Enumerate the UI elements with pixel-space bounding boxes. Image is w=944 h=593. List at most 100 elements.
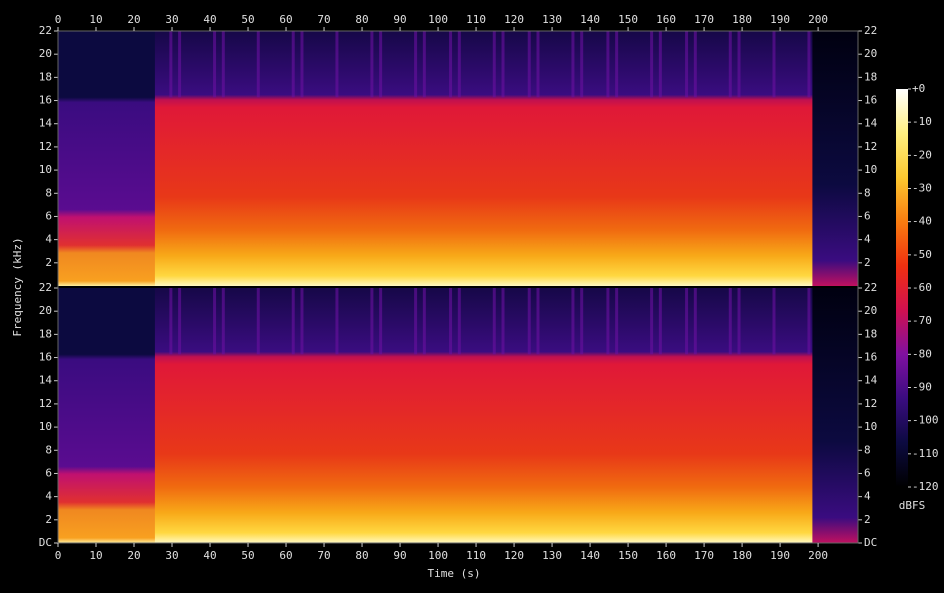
spectrogram-image <box>58 288 155 543</box>
x-tick-label: 30 <box>165 13 178 26</box>
x-tick-label: 80 <box>355 13 368 26</box>
x-tick-label: 110 <box>466 13 486 26</box>
spectrogram-streak <box>370 288 374 355</box>
spectrogram-streak <box>658 31 662 98</box>
y-tick-label: 12 <box>39 397 52 410</box>
x-tick-label: 200 <box>808 549 828 562</box>
x-axis-label: Time (s) <box>428 567 481 580</box>
spectrogram-streak <box>685 288 689 355</box>
spectrogram-streak <box>580 31 584 98</box>
spectrogram-streak <box>571 288 575 355</box>
spectrogram-streak <box>527 31 531 98</box>
x-tick-label: 20 <box>127 13 140 26</box>
colorbar-tick-label: -80 <box>912 347 932 360</box>
x-tick-label: 170 <box>694 549 714 562</box>
y-tick-label: 10 <box>39 420 52 433</box>
x-tick-label: 70 <box>317 13 330 26</box>
spectrogram-streak <box>256 288 260 355</box>
spectrogram-streak <box>414 288 418 355</box>
spectrogram-streak <box>606 288 610 355</box>
x-tick-label: 160 <box>656 13 676 26</box>
spectrogram-streak <box>615 288 619 355</box>
x-tick-label: 180 <box>732 13 752 26</box>
spectrogram-streak <box>291 31 295 98</box>
spectrogram-streak <box>221 288 225 355</box>
x-tick-label: 190 <box>770 549 790 562</box>
colorbar-tick-label: -50 <box>912 248 932 261</box>
y-tick-label: 22 <box>864 24 877 37</box>
y-tick-label: 12 <box>864 397 877 410</box>
spectrogram-image <box>58 31 155 286</box>
spectrogram-streak <box>693 288 697 355</box>
y-tick-label: 8 <box>45 443 52 456</box>
colorbar-tick-label: -40 <box>912 215 932 228</box>
spectrogram-streak <box>335 31 339 98</box>
x-tick-label: 170 <box>694 13 714 26</box>
spectrogram-streak <box>213 31 217 98</box>
x-tick-label: 0 <box>55 13 62 26</box>
spectrogram-streak <box>772 31 776 98</box>
y-tick-label: 16 <box>864 351 877 364</box>
y-tick-label: 4 <box>45 233 52 246</box>
y-tick-label: 10 <box>39 163 52 176</box>
spectrogram-streak <box>169 31 173 98</box>
y-tick-label: 20 <box>39 304 52 317</box>
spectrogram-streak <box>178 288 182 355</box>
spectrogram-streak <box>457 31 461 98</box>
y-tick-label: 4 <box>864 233 871 246</box>
y-tick-label: 16 <box>39 351 52 364</box>
y-tick-label: 2 <box>864 256 871 269</box>
spectrogram-streak <box>256 31 260 98</box>
spectrogram-streak <box>379 31 383 98</box>
x-tick-label: 50 <box>241 549 254 562</box>
y-tick-label: 22 <box>864 281 877 294</box>
y-tick-label: 12 <box>39 140 52 153</box>
y-tick-label: 18 <box>39 70 52 83</box>
x-tick-label: 200 <box>808 13 828 26</box>
spectrogram-streak <box>728 288 732 355</box>
spectrogram-streak <box>169 288 173 355</box>
spectrogram-streak <box>772 288 776 355</box>
colorbar-tick-label: -10 <box>912 115 932 128</box>
y-tick-label: DC <box>39 536 52 549</box>
spectrogram-streak <box>571 31 575 98</box>
colorbar-label: dBFS <box>899 499 926 512</box>
spectrogram-streak <box>414 31 418 98</box>
y-tick-label: 16 <box>39 94 52 107</box>
x-tick-label: 130 <box>542 549 562 562</box>
y-tick-label: 22 <box>39 281 52 294</box>
x-tick-label: 120 <box>504 13 524 26</box>
spectrogram-panel <box>58 288 858 543</box>
y-tick-label: 12 <box>864 140 877 153</box>
x-tick-label: 70 <box>317 549 330 562</box>
spectrogram-streak <box>658 288 662 355</box>
x-tick-label: 80 <box>355 549 368 562</box>
y-tick-label: 8 <box>45 186 52 199</box>
spectrogram-streak <box>370 31 374 98</box>
spectrogram-streak <box>650 288 654 355</box>
spectrogram-streak <box>213 288 217 355</box>
x-tick-label: 150 <box>618 13 638 26</box>
y-tick-label: 6 <box>864 466 871 479</box>
spectrogram-streak <box>449 288 453 355</box>
spectrogram-streak <box>379 288 383 355</box>
spectrogram-streak <box>737 31 741 98</box>
x-tick-label: 0 <box>55 549 62 562</box>
x-tick-label: 10 <box>89 549 102 562</box>
y-tick-label: DC <box>864 536 877 549</box>
x-tick-label: 180 <box>732 549 752 562</box>
x-tick-label: 110 <box>466 549 486 562</box>
spectrogram-streak <box>291 288 295 355</box>
x-tick-label: 120 <box>504 549 524 562</box>
spectrogram-streak <box>300 288 304 355</box>
colorbar-tick-label: -60 <box>912 281 932 294</box>
y-tick-label: 14 <box>864 374 878 387</box>
y-tick-label: 22 <box>39 24 52 37</box>
y-tick-label: 8 <box>864 186 871 199</box>
spectrogram-streak <box>422 288 426 355</box>
y-tick-label: 16 <box>864 94 877 107</box>
spectrogram-streak <box>501 31 505 98</box>
y-tick-label: 10 <box>864 420 877 433</box>
y-tick-label: 6 <box>864 209 871 222</box>
spectrogram-streak <box>536 31 540 98</box>
